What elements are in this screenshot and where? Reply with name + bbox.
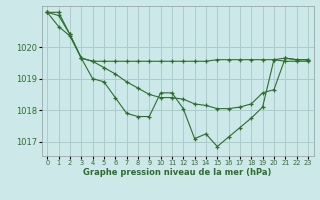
X-axis label: Graphe pression niveau de la mer (hPa): Graphe pression niveau de la mer (hPa) [84,168,272,177]
